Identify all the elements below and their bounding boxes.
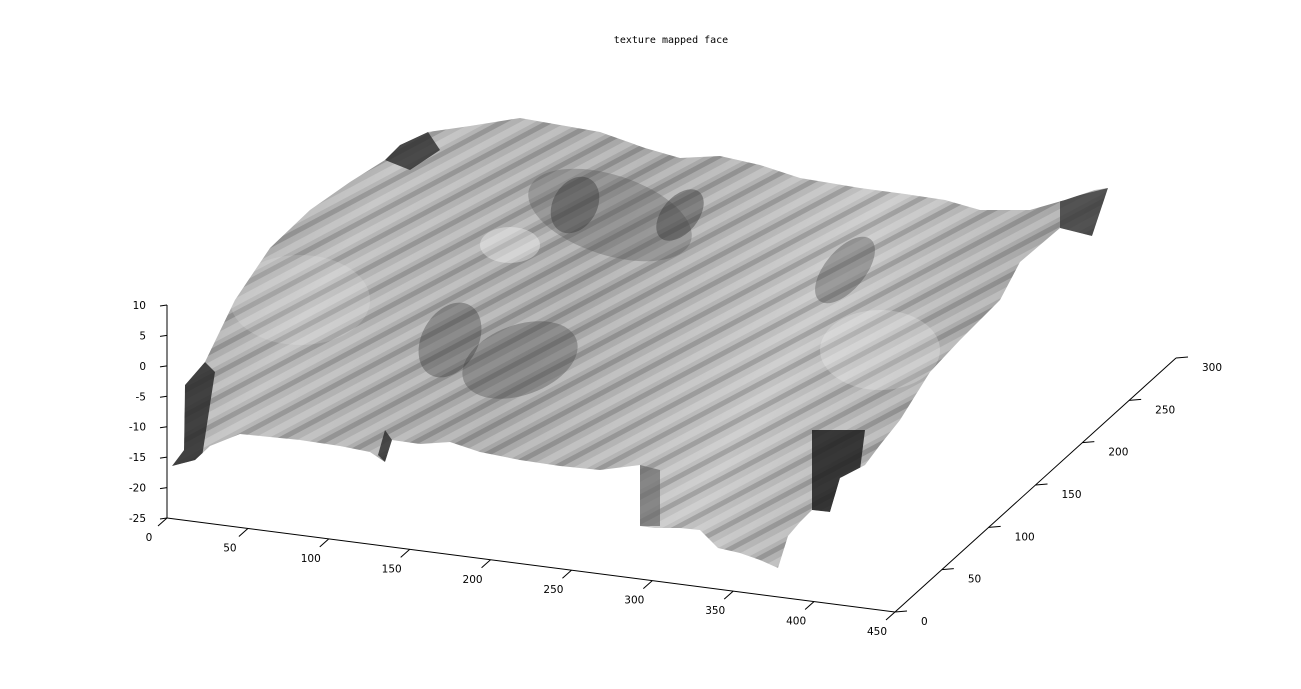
x-tick-mark [723, 590, 734, 600]
x-tick-mark [562, 569, 572, 579]
y-tick-mark [1035, 483, 1048, 486]
x-tick-label: 400 [786, 616, 806, 628]
x-tick-mark [157, 517, 168, 527]
y-tick-mark [1129, 398, 1142, 401]
z-tick-label: 0 [139, 361, 146, 373]
x-tick-mark [643, 580, 653, 590]
surface-mesh [172, 118, 1108, 568]
z-tick-label: -10 [129, 422, 146, 434]
z-tick-label: 10 [133, 300, 146, 312]
z-tick-mark [159, 487, 168, 490]
z-tick-mark [159, 365, 168, 368]
y-tick-mark [1082, 441, 1095, 444]
z-tick-mark [159, 304, 168, 307]
y-tick-mark [1175, 356, 1189, 359]
y-axis-ticks: 0 50 100 150 200 250 300 [894, 356, 1222, 628]
x-axis-line [166, 517, 896, 613]
z-tick-label: -15 [129, 452, 146, 464]
y-tick-label: 300 [1202, 362, 1222, 374]
z-tick-label: -20 [129, 483, 146, 495]
z-tick-label: -25 [129, 513, 146, 525]
z-tick-label: -5 [136, 391, 146, 403]
x-tick-mark [804, 601, 815, 610]
z-tick-mark [159, 334, 168, 337]
y-tick-label: 0 [921, 616, 928, 628]
x-tick-label: 450 [867, 626, 887, 638]
z-axis-ticks: 10 5 0 -5 -10 -15 -20 -25 [129, 300, 168, 525]
x-tick-label: 200 [463, 574, 483, 586]
x-tick-mark [400, 548, 410, 558]
x-tick-mark [319, 538, 330, 548]
x-tick-label: 150 [382, 563, 402, 575]
x-tick-label: 350 [705, 605, 725, 617]
x-tick-mark [238, 528, 249, 537]
y-tick-label: 250 [1155, 404, 1175, 416]
y-tick-label: 150 [1062, 489, 1082, 501]
chart-title: texture mapped face [614, 35, 728, 46]
x-tick-label: 100 [301, 553, 321, 565]
y-tick-label: 100 [1015, 531, 1035, 543]
x-tick-label: 50 [223, 542, 236, 554]
y-tick-label: 50 [968, 574, 981, 586]
z-tick-mark [159, 395, 168, 398]
z-tick-mark [159, 456, 168, 459]
x-tick-label: 0 [146, 532, 153, 544]
y-tick-mark [894, 610, 908, 613]
y-tick-mark [988, 525, 1001, 528]
x-tick-mark [481, 559, 491, 569]
y-tick-label: 200 [1108, 447, 1128, 459]
x-tick-label: 250 [543, 584, 563, 596]
y-tick-mark [941, 568, 954, 571]
x-tick-label: 300 [624, 595, 644, 607]
x-axis-ticks: 0 50 100 150 200 250 300 350 400 450 [146, 517, 896, 638]
z-tick-label: 5 [139, 330, 146, 342]
z-tick-mark [159, 426, 168, 429]
x-tick-mark [885, 611, 896, 621]
z-tick-mark [159, 517, 168, 520]
